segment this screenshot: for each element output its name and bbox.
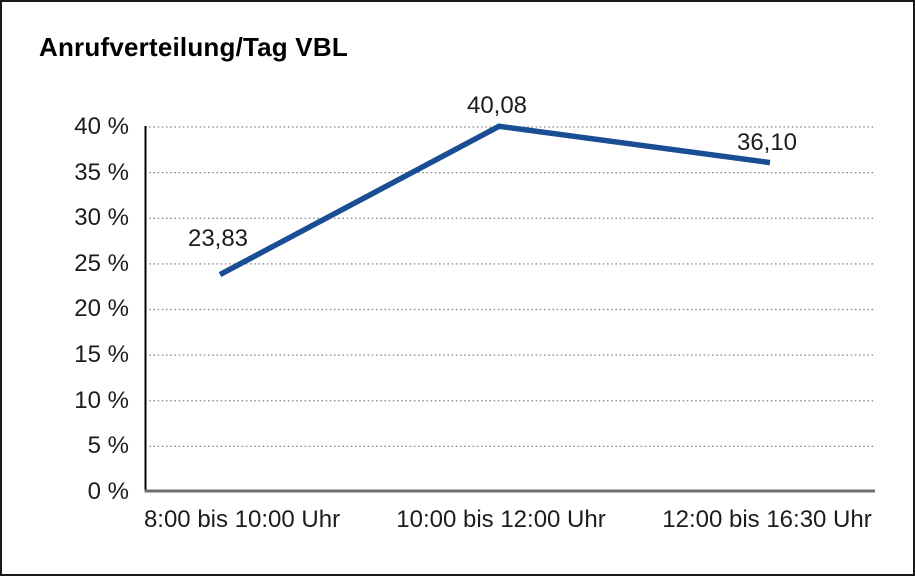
gridlines xyxy=(145,126,875,448)
y-tick-label-35: 35 % xyxy=(74,159,129,186)
y-tick-label-10: 10 % xyxy=(74,387,129,414)
y-tick-label-15: 15 % xyxy=(74,341,129,368)
y-tick-label-0: 0 % xyxy=(87,478,129,505)
y-tick-label-20: 20 % xyxy=(74,295,129,322)
data-label-1: 23,83 xyxy=(187,225,249,252)
data-label-2: 40,08 xyxy=(466,92,528,119)
x-tick-label-1: 8:00 bis 10:00 Uhr xyxy=(143,506,341,533)
y-tick-label-5: 5 % xyxy=(87,432,129,459)
data-label-3: 36,10 xyxy=(736,129,798,156)
y-tick-label-40: 40 % xyxy=(74,113,129,140)
data-line-series xyxy=(218,123,771,277)
x-tick-label-3: 12:00 bis 16:30 Uhr xyxy=(662,506,872,533)
y-tick-label-30: 30 % xyxy=(74,204,129,231)
x-tick-label-2: 10:00 bis 12:00 Uhr xyxy=(396,506,606,533)
y-tick-label-25: 25 % xyxy=(74,250,129,277)
chart-title: Anrufverteilung/Tag VBL xyxy=(39,32,348,62)
